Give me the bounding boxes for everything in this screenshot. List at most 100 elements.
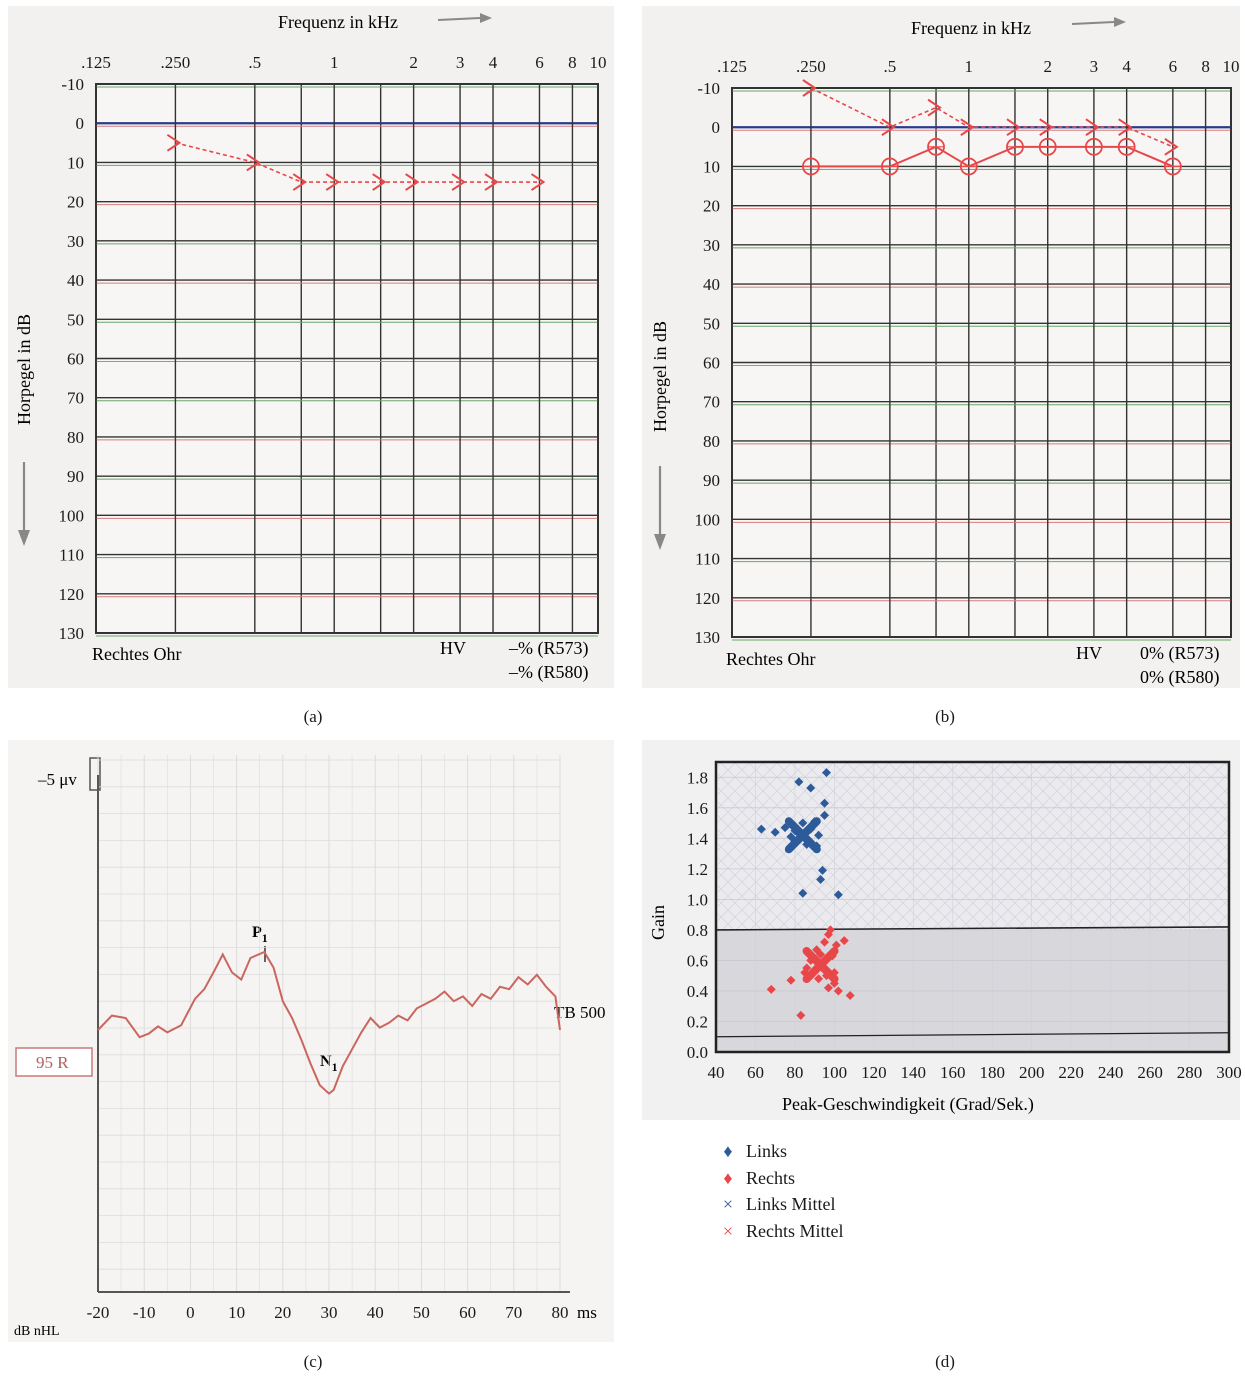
y-tick-label: 40 — [703, 275, 720, 294]
diamond-marker — [786, 975, 796, 985]
chevron-marker — [530, 173, 546, 191]
gain-threshold-lower — [715, 1032, 1230, 1038]
score-r573-b: 0% (R573) — [1140, 643, 1220, 664]
diamond-marker — [770, 827, 780, 837]
x-tick-label: 3 — [1090, 57, 1099, 76]
x-tick-label: .125 — [81, 53, 111, 72]
caption-c: (c) — [303, 1352, 323, 1371]
x-tick-label: 30 — [321, 1303, 338, 1322]
y-tick-label: 10 — [703, 157, 720, 176]
db-axis-label-a: Horpegel in dB — [14, 314, 34, 425]
score-r580-a: –% (R580) — [508, 662, 589, 683]
x-tick-label: .250 — [796, 57, 826, 76]
x-tick-label: 70 — [505, 1303, 522, 1322]
arrow-down-icon — [654, 466, 666, 550]
chevron-marker — [881, 118, 896, 137]
x-tick-label: 4 — [489, 53, 498, 72]
legend-label: Links Mittel — [746, 1194, 836, 1214]
x-tick-label: 0 — [186, 1303, 195, 1322]
y-tick-label: 60 — [703, 354, 720, 373]
x-tick-label: 6 — [1169, 57, 1178, 76]
diamond-marker — [816, 875, 826, 885]
diamond-marker — [814, 974, 824, 984]
unit-label: dB nHL — [14, 1324, 60, 1339]
y-tick-label: 90 — [703, 471, 720, 490]
plot-frame — [714, 760, 1231, 1054]
diamond-marker — [821, 768, 831, 778]
y-tick-label: 80 — [67, 428, 84, 447]
x-tick-label: 300 — [1216, 1063, 1242, 1082]
legend-item-rechts: ♦ Rechts — [718, 1167, 844, 1194]
bone-conduction-series — [166, 133, 546, 191]
arrow-down-icon — [18, 462, 30, 546]
y-tick-label: 30 — [67, 232, 84, 251]
xlabel-d: Peak-Geschwindigkeit (Grad/Sek.) — [782, 1094, 1034, 1115]
peak-p1-label: P1 — [252, 924, 268, 945]
y-tick-label: 100 — [59, 506, 85, 525]
diamond-marker — [839, 936, 849, 946]
y-tick-label: 1.6 — [687, 799, 708, 818]
diamond-marker — [833, 986, 843, 996]
chevron-marker — [166, 133, 182, 152]
x-tick-label: 6 — [535, 53, 544, 72]
score-r573-a: –% (R573) — [508, 638, 589, 659]
series-rechts-mittel — [802, 947, 839, 983]
x-tick-label: 60 — [459, 1303, 476, 1322]
x-tick-label: -10 — [133, 1303, 156, 1322]
diamond-icon: ♦ — [723, 1141, 733, 1161]
cross-icon: × — [722, 1220, 734, 1241]
series-line — [175, 142, 540, 183]
chevron-marker — [927, 98, 942, 117]
y-tick-label: 130 — [695, 628, 721, 647]
x-tick-label: 140 — [901, 1063, 927, 1082]
x-tick-label: 10 — [1223, 57, 1240, 76]
x-tick-label: 200 — [1019, 1063, 1045, 1082]
mean-cross-marker — [802, 947, 839, 983]
ear-label-b: Rechtes Ohr — [726, 649, 815, 669]
y-tick-label: -10 — [61, 75, 84, 94]
diamond-marker — [812, 945, 822, 955]
ear-label-a: Rechtes Ohr — [92, 644, 181, 664]
x-tick-label: 240 — [1098, 1063, 1124, 1082]
upper-hatched-region — [716, 762, 1229, 930]
x-tick-label: 280 — [1177, 1063, 1203, 1082]
y-tick-label: 0.2 — [687, 1012, 708, 1031]
chevron-marker — [960, 118, 975, 137]
chevron-marker — [292, 173, 308, 191]
y-tick-label: 30 — [703, 236, 720, 255]
chevron-marker — [1164, 137, 1179, 156]
level-box — [15, 1047, 93, 1077]
x-tick-label: 160 — [940, 1063, 966, 1082]
diamond-marker — [798, 888, 808, 898]
stimulus-label: TB 500 — [554, 1003, 605, 1022]
y-tick-label: 0 — [76, 114, 85, 133]
y-tick-label: 120 — [59, 585, 85, 604]
y-tick-label: 20 — [703, 197, 720, 216]
y-tick-label: 50 — [67, 310, 84, 329]
y-tick-label: 100 — [695, 510, 721, 529]
x-tick-label: 1 — [965, 57, 974, 76]
y-tick-label: 1.8 — [687, 768, 708, 787]
x-tick-label: 100 — [822, 1063, 848, 1082]
y-tick-label: 50 — [703, 314, 720, 333]
x-tick-label: 4 — [1122, 57, 1131, 76]
legend-d: ♦ Links ♦ Rechts × Links Mittel × Rechts… — [718, 1140, 844, 1246]
diamond-marker — [806, 783, 816, 793]
arrow-right-icon — [1071, 17, 1126, 27]
level-label: 95 R — [36, 1053, 69, 1072]
diamond-marker — [794, 777, 804, 787]
bone-conduction-series — [802, 79, 1179, 156]
arrow-right-icon — [437, 13, 492, 23]
ylabel-d: Gain — [648, 905, 668, 940]
x-tick-label: 8 — [568, 53, 577, 72]
chevron-marker — [1118, 118, 1133, 137]
diamond-marker — [818, 865, 828, 875]
diamond-marker — [820, 810, 830, 820]
diamond-marker — [823, 983, 833, 993]
chevron-marker — [325, 173, 341, 191]
y-tick-label: 60 — [67, 350, 84, 369]
x-tick-label: 10 — [590, 53, 607, 72]
freq-axis-label-b: Frequenz in kHz — [911, 18, 1031, 38]
hv-label-a: HV — [440, 638, 466, 658]
